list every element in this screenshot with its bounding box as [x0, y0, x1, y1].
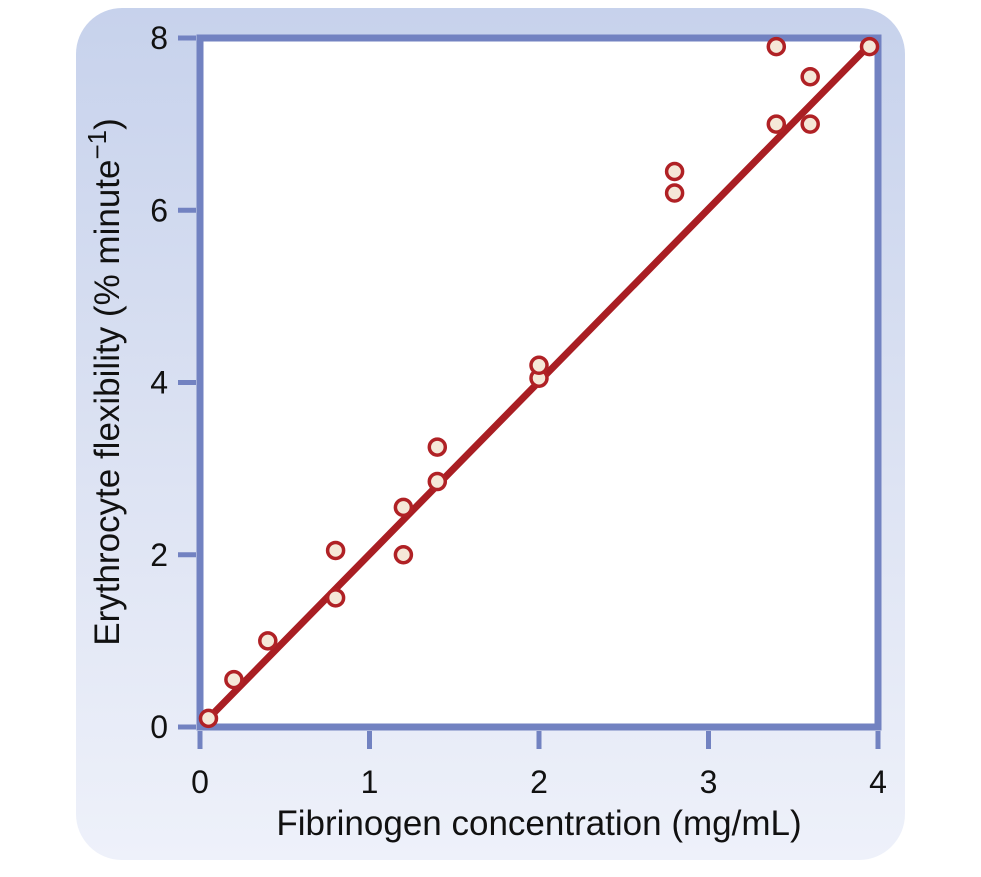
y-tick-label: 4 — [150, 365, 168, 401]
figure-card: 0 1 2 3 4 0 2 4 6 8 Fibrinogen concentration (mg… — [76, 8, 905, 860]
data-point — [427, 437, 448, 457]
data-point — [664, 161, 685, 182]
y-axis-label: Erythrocyte flexibility (% minute−1) — [82, 118, 127, 646]
y-tick-label: 0 — [150, 709, 168, 745]
x-tick-label: 3 — [700, 764, 718, 800]
data-point — [800, 67, 820, 87]
y-axis-label-end: ) — [88, 118, 127, 130]
data-point — [766, 36, 787, 57]
data-point — [393, 497, 414, 518]
scatter-chart: 0 1 2 3 4 0 2 4 6 8 Fibrinogen concentration (mg… — [82, 20, 887, 843]
x-tick-label: 0 — [191, 764, 209, 800]
y-tick-label: 6 — [150, 192, 168, 228]
x-tick-labels: 0 1 2 3 4 — [191, 764, 887, 800]
y-axis-label-superscript: −1 — [82, 130, 112, 160]
y-axis-label-main: Erythrocyte flexibility (% minute — [88, 160, 127, 646]
data-point — [393, 545, 414, 565]
data-point — [427, 471, 448, 492]
x-tick-label: 4 — [869, 764, 887, 800]
y-ticks — [178, 35, 196, 730]
data-point — [766, 114, 787, 134]
x-tick-label: 2 — [530, 764, 548, 800]
data-point — [325, 540, 346, 561]
y-tick-label: 2 — [150, 537, 168, 573]
data-point — [664, 183, 685, 203]
x-axis-label: Fibrinogen concentration (mg/mL) — [276, 804, 801, 843]
x-ticks — [197, 731, 881, 749]
y-tick-label: 8 — [150, 20, 168, 56]
data-point — [859, 36, 880, 57]
data-point — [800, 114, 820, 134]
data-point — [224, 669, 244, 690]
x-tick-label: 1 — [361, 764, 379, 800]
y-tick-labels: 0 2 4 6 8 — [150, 20, 168, 745]
data-point — [325, 588, 346, 608]
data-point — [198, 708, 219, 729]
data-point — [529, 355, 549, 376]
data-points — [198, 36, 880, 729]
data-point — [258, 631, 278, 651]
